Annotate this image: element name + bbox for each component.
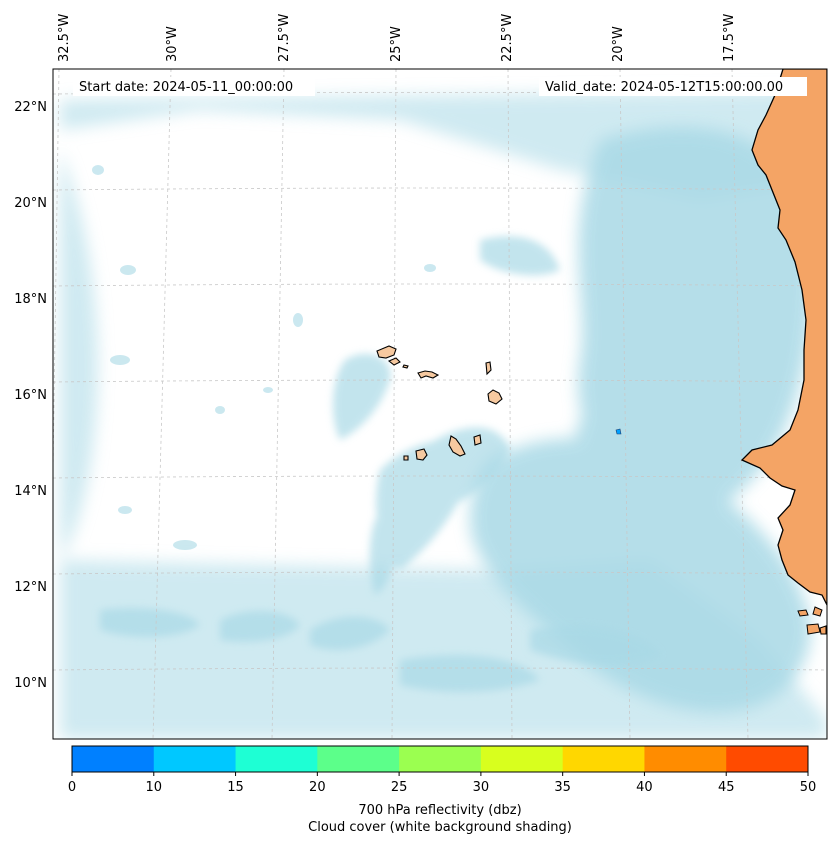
- start-date-label: Start date: 2024-05-11_00:00:00: [79, 80, 293, 95]
- africa-mainland: [740, 69, 827, 606]
- island-santa-luzia: [402, 364, 409, 369]
- lat-label: 16°N: [14, 388, 47, 403]
- colorbar-tick-label: 20: [309, 780, 326, 795]
- lon-label: 30°W: [165, 26, 180, 62]
- colorbar: 0 10 15 20 25 30 35 40 45 50 700 hPa reflectivity…: [68, 745, 816, 835]
- map-frame: [52, 68, 828, 740]
- cloud-cover-shading: [60, 90, 827, 739]
- lat-label: 14°N: [14, 484, 47, 499]
- lon-label: 17.5°W: [722, 14, 737, 62]
- longitude-labels: 32.5°W 30°W 27.5°W 25°W 22.5°W 20°W 17.5…: [57, 14, 737, 62]
- lon-label: 22.5°W: [500, 14, 515, 62]
- valid-date-box: [539, 77, 807, 96]
- lon-label: 27.5°W: [277, 14, 292, 62]
- colorbar-tick-label: 25: [391, 780, 408, 795]
- cape-verde-islands: [376, 345, 503, 461]
- island-sao-nicolau: [417, 370, 440, 379]
- colorbar-tick-label: 40: [636, 780, 653, 795]
- colorbar-segment: [317, 746, 400, 772]
- lon-label: 20°W: [611, 26, 626, 62]
- colorbar-segment: [153, 746, 237, 772]
- latitude-labels: 22°N 20°N 18°N 16°N 14°N 12°N 10°N: [14, 100, 47, 691]
- start-date-box: [73, 77, 315, 96]
- island-boa-vista: [487, 389, 503, 405]
- colorbar-segment: [399, 746, 482, 772]
- bijagos-islands: [797, 606, 827, 635]
- colorbar-segments: [72, 746, 809, 772]
- lon-label: 25°W: [389, 26, 404, 62]
- island-sao-vicente: [387, 357, 401, 366]
- colorbar-segment: [644, 746, 727, 772]
- island-sal: [485, 361, 492, 376]
- lat-label: 18°N: [14, 292, 47, 307]
- colorbar-tick-label: 15: [227, 780, 244, 795]
- lon-label: 32.5°W: [57, 14, 72, 62]
- valid-date-label: Valid_date: 2024-05-12T15:00:00.00: [545, 80, 783, 95]
- map-panel: Start date: 2024-05-11_00:00:00 Valid_da…: [53, 69, 827, 739]
- island-santo-antao: [376, 345, 397, 359]
- colorbar-tick-label: 10: [146, 780, 163, 795]
- graticule: [53, 69, 827, 739]
- colorbar-segment: [480, 746, 564, 772]
- colorbar-tick-label: 30: [473, 780, 490, 795]
- colorbar-sublabel: Cloud cover (white background shading): [308, 820, 572, 835]
- island-maio: [473, 434, 482, 446]
- colorbar-tick-label: 50: [800, 780, 817, 795]
- lat-label: 22°N: [14, 100, 47, 115]
- colorbar-tick-label: 35: [554, 780, 571, 795]
- colorbar-ticks: 0 10 15 20 25 30 35 40 45 50: [68, 772, 816, 795]
- colorbar-frame: [71, 745, 809, 773]
- colorbar-segment: [562, 746, 645, 772]
- colorbar-segment: [72, 746, 155, 772]
- colorbar-label: 700 hPa reflectivity (dbz): [358, 803, 521, 818]
- colorbar-segment: [235, 746, 318, 772]
- island-brava: [403, 455, 409, 461]
- lat-label: 12°N: [14, 580, 47, 595]
- lat-label: 10°N: [14, 676, 47, 691]
- island-santiago: [448, 435, 466, 457]
- island-fogo: [415, 448, 428, 461]
- reflectivity-spot: [615, 428, 622, 435]
- lat-label: 20°N: [14, 196, 47, 211]
- colorbar-segment: [726, 746, 809, 772]
- colorbar-tick-label: 0: [68, 780, 76, 795]
- colorbar-tick-label: 45: [718, 780, 735, 795]
